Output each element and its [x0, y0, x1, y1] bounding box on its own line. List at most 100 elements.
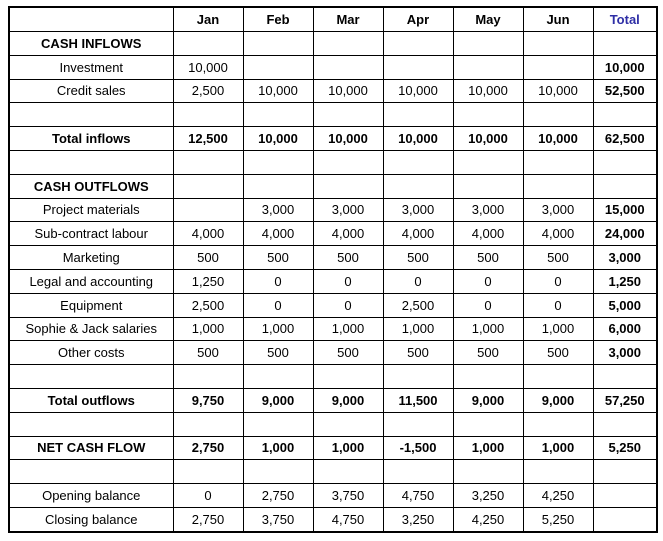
- cell: 500: [242, 340, 314, 366]
- cell: [312, 102, 384, 128]
- cell: 1,000: [522, 435, 594, 461]
- row-label: Closing balance: [8, 506, 174, 533]
- total-cell: 62,500: [592, 126, 658, 151]
- cell: 0: [522, 292, 594, 318]
- cell: 1,000: [242, 316, 314, 342]
- total-cell: 10,000: [592, 54, 658, 80]
- total-cell: 57,250: [592, 387, 658, 413]
- cell: [382, 54, 454, 80]
- cell: 0: [452, 268, 524, 294]
- row-label: Legal and accounting: [8, 268, 174, 294]
- table-row: [8, 102, 658, 128]
- cell: 9,000: [242, 387, 314, 413]
- cell: 1,000: [452, 435, 524, 461]
- cell: 5,250: [522, 506, 594, 533]
- row-label: [8, 102, 174, 128]
- table-row: Legal and accounting 1,250 0 0 0 0 0 1,250: [8, 268, 658, 294]
- cell: 3,250: [382, 506, 454, 533]
- cell: 9,000: [522, 387, 594, 413]
- cell: 500: [172, 245, 244, 270]
- cell: 3,750: [242, 506, 314, 533]
- cell: [522, 149, 594, 175]
- cell: 500: [312, 340, 384, 366]
- cell: [242, 459, 314, 485]
- cell: 500: [242, 245, 314, 270]
- cell: 500: [452, 340, 524, 366]
- row-label: [8, 411, 174, 437]
- cell: 0: [452, 292, 524, 318]
- cell: [382, 149, 454, 175]
- cell: 2,750: [172, 506, 244, 533]
- cell: 1,000: [382, 316, 454, 342]
- cell: [242, 54, 314, 80]
- total-cell: [592, 173, 658, 199]
- row-label: Credit sales: [8, 78, 174, 104]
- cell: 4,000: [242, 221, 314, 247]
- cell: 0: [312, 292, 384, 318]
- cell: [382, 411, 454, 437]
- table-body: CASH INFLOWS Investment 10,000 10,000 Credit…: [8, 31, 658, 533]
- cell: [312, 54, 384, 80]
- table-row: Investment 10,000 10,000: [8, 54, 658, 80]
- cell: 500: [382, 245, 454, 270]
- cell: 4,000: [452, 221, 524, 247]
- cell: 3,000: [242, 197, 314, 223]
- cell: [172, 364, 244, 389]
- row-label: [8, 364, 174, 389]
- row-label: Investment: [8, 54, 174, 80]
- table-row: Total outflows 9,750 9,000 9,000 11,500 9,000…: [8, 387, 658, 413]
- cell: 9,000: [452, 387, 524, 413]
- cell: 500: [522, 245, 594, 270]
- cell: 9,750: [172, 387, 244, 413]
- cell: 3,000: [312, 197, 384, 223]
- table-row: [8, 149, 658, 175]
- cell: 4,250: [452, 506, 524, 533]
- cell: 10,000: [242, 78, 314, 104]
- cell: [172, 459, 244, 485]
- cell: 0: [172, 483, 244, 508]
- cell: 9,000: [312, 387, 384, 413]
- cell: [382, 364, 454, 389]
- cell: [312, 459, 384, 485]
- total-cell: 52,500: [592, 78, 658, 104]
- total-cell: [592, 483, 658, 508]
- header-row: Jan Feb Mar Apr May Jun Total: [8, 6, 658, 32]
- total-cell: 3,000: [592, 340, 658, 366]
- column-header-may: May: [452, 6, 524, 32]
- cell: 0: [242, 268, 314, 294]
- table-row: Closing balance 2,750 3,750 4,750 3,250 4,250…: [8, 506, 658, 533]
- cell: [172, 31, 244, 56]
- total-cell: 5,000: [592, 292, 658, 318]
- column-header-feb: Feb: [242, 6, 314, 32]
- row-label: Other costs: [8, 340, 174, 366]
- cell: [452, 149, 524, 175]
- cell: 500: [452, 245, 524, 270]
- total-cell: [592, 149, 658, 175]
- column-header-apr: Apr: [382, 6, 454, 32]
- total-cell: 1,250: [592, 268, 658, 294]
- cell: [452, 364, 524, 389]
- row-label: Sub-contract labour: [8, 221, 174, 247]
- cell: [452, 31, 524, 56]
- cell: 10,000: [172, 54, 244, 80]
- total-cell: 15,000: [592, 197, 658, 223]
- cell: [522, 54, 594, 80]
- cell: 4,750: [382, 483, 454, 508]
- table-row: Equipment 2,500 0 0 2,500 0 0 5,000: [8, 292, 658, 318]
- cell: [452, 411, 524, 437]
- cell: [172, 102, 244, 128]
- cell: 2,500: [172, 78, 244, 104]
- cell: 0: [382, 268, 454, 294]
- cell: 2,750: [172, 435, 244, 461]
- table-row: Sophie & Jack salaries 1,000 1,000 1,000 1,0…: [8, 316, 658, 342]
- total-cell: 3,000: [592, 245, 658, 270]
- cell: [242, 411, 314, 437]
- cell: 3,250: [452, 483, 524, 508]
- cell: [242, 364, 314, 389]
- cell: [172, 197, 244, 223]
- column-header-jan: Jan: [172, 6, 244, 32]
- row-label: [8, 149, 174, 175]
- cell: [172, 411, 244, 437]
- cell: 500: [382, 340, 454, 366]
